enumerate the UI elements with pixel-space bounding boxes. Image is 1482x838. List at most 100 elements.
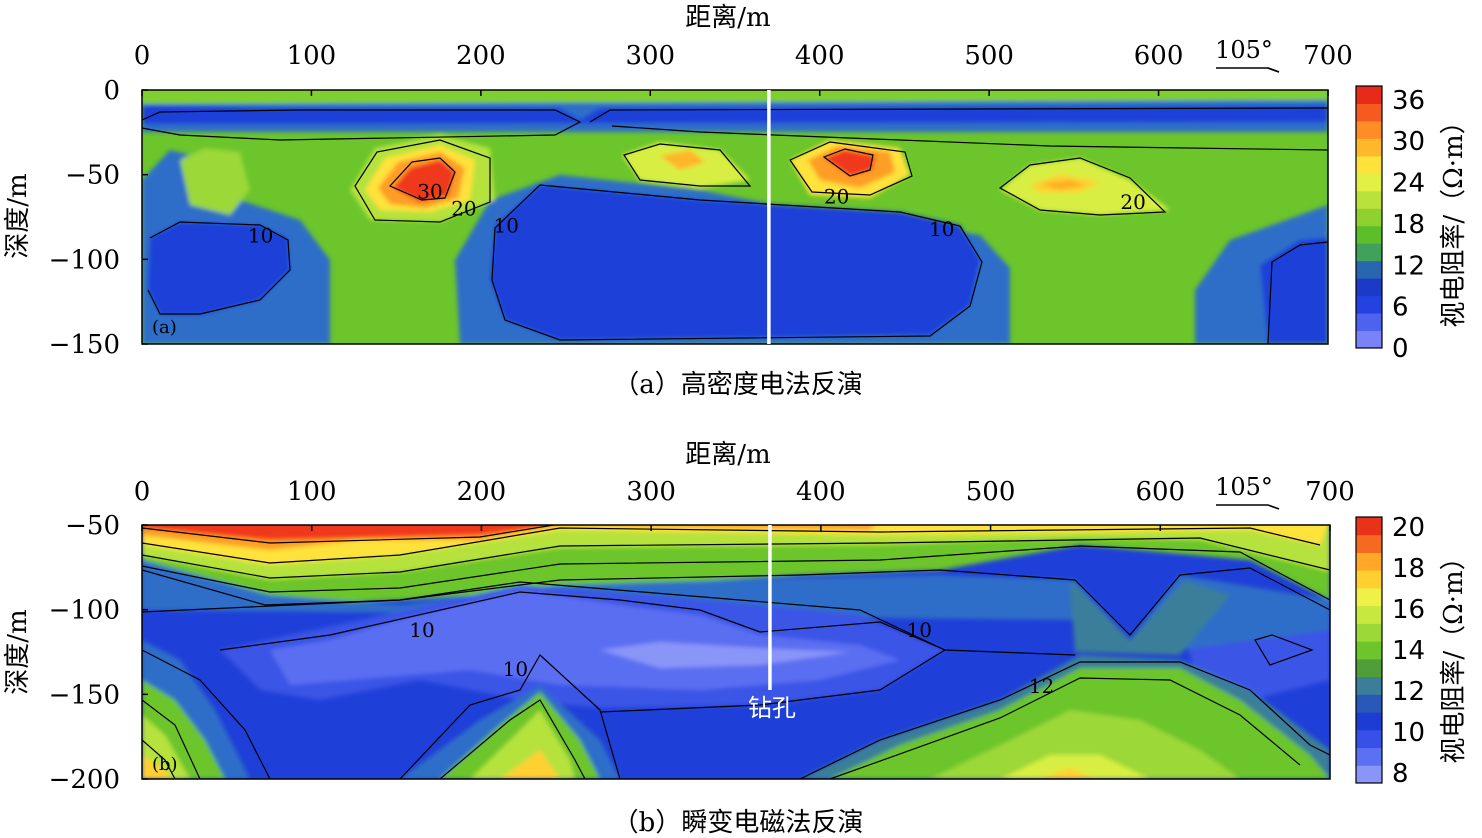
panel-a: 距离/m 深度/m 0 100 200 300 400 500 600 700 0−50−10… xyxy=(3,3,1469,400)
panel-b-tag: (b) xyxy=(152,754,178,775)
colorbar-swatch xyxy=(1356,623,1382,642)
colorbar-swatch xyxy=(1356,86,1382,104)
panel-b-y-tick-labels: −50 −100 −150 −200 xyxy=(49,511,120,795)
panel-a-ylabel: 深度/m xyxy=(3,173,33,258)
colorbar-tick-label: 8 xyxy=(1392,759,1409,789)
contour-label: 20 xyxy=(824,185,849,209)
colorbar-tick-label: 18 xyxy=(1392,554,1425,584)
colorbar-tick-label: 10 xyxy=(1392,718,1425,748)
panel-b-caption: （b）瞬变电磁法反演 xyxy=(613,808,864,838)
colorbar-swatch xyxy=(1356,225,1382,244)
colorbar-swatch xyxy=(1356,120,1382,139)
colorbar-swatch xyxy=(1356,587,1382,607)
colorbar-tick-label: 14 xyxy=(1392,636,1425,666)
colorbar-swatch xyxy=(1356,278,1382,297)
y-tick-label: 0 xyxy=(103,76,120,106)
colorbar-swatch xyxy=(1356,173,1382,192)
panel-b-ylabel: 深度/m xyxy=(3,609,33,694)
panel-a-x-tick-labels: 0 100 200 300 400 500 600 700 xyxy=(134,41,1353,71)
panel-b-x-tick-labels: 0 100 200 300 400 500 600 700 xyxy=(134,477,1355,507)
colorbar-swatch xyxy=(1356,552,1382,571)
x-tick-label: 300 xyxy=(625,41,675,71)
panel-b-resistivity-field: 10 10 10 12 xyxy=(142,525,1330,779)
x-tick-label: 600 xyxy=(1134,41,1184,71)
x-tick-label: 500 xyxy=(964,41,1014,71)
x-tick-label: 700 xyxy=(1303,41,1353,71)
contour-label: 30 xyxy=(417,180,442,204)
panel-b-colorbar: 8 10 12 14 16 18 20 xyxy=(1355,513,1425,789)
panel-b-direction-label: 105° xyxy=(1215,473,1273,501)
colorbar-tick-label: 16 xyxy=(1392,595,1425,625)
colorbar-frame xyxy=(1355,516,1383,784)
colorbar-swatch xyxy=(1356,243,1382,262)
colorbar-tick-label: 0 xyxy=(1392,334,1409,364)
colorbar-swatch xyxy=(1356,729,1382,749)
colorbar-tick-label: 30 xyxy=(1392,127,1425,157)
x-tick-label: 300 xyxy=(626,477,676,507)
x-tick-label: 500 xyxy=(966,477,1016,507)
panel-a-caption: （a）高密度电法反演 xyxy=(613,370,863,400)
x-tick-label: 200 xyxy=(457,477,507,507)
contour-label: 20 xyxy=(1120,190,1145,214)
panel-b-xlabel: 距离/m xyxy=(685,440,770,470)
colorbar-tick-label: 36 xyxy=(1392,86,1425,116)
panel-b-colorbar-label: 视电阻率/（Ω·m） xyxy=(1439,544,1469,763)
colorbar-swatch xyxy=(1356,103,1382,122)
y-tick-label: −50 xyxy=(65,161,120,191)
contour-label: 10 xyxy=(248,224,273,248)
colorbar-swatch xyxy=(1356,765,1382,784)
y-tick-label: −50 xyxy=(65,511,120,541)
colorbar-swatch xyxy=(1356,747,1382,766)
panel-a-tag: (a) xyxy=(152,317,177,338)
colorbar-swatch xyxy=(1356,641,1382,660)
x-tick-label: 400 xyxy=(796,477,846,507)
panel-a-xlabel: 距离/m xyxy=(685,3,770,33)
colorbar-tick-label: 18 xyxy=(1392,210,1425,240)
y-tick-label: −100 xyxy=(49,245,120,275)
colorbar-tick-label: 12 xyxy=(1392,251,1425,281)
panel-a-contour-lines xyxy=(142,107,1328,344)
contour-label: 12 xyxy=(1029,674,1054,698)
x-tick-label: 100 xyxy=(287,477,337,507)
x-tick-label: 400 xyxy=(795,41,845,71)
panel-a-contour-labels: 30 20 10 10 20 10 20 xyxy=(248,180,1146,248)
panel-b-direction-indicator: 105° xyxy=(1215,473,1280,510)
contour-label: 10 xyxy=(907,618,932,642)
colorbar-swatch xyxy=(1356,330,1382,349)
colorbar-swatch xyxy=(1356,676,1382,695)
colorbar-swatch xyxy=(1356,712,1382,731)
panel-a-resistivity-field: 30 20 10 10 20 10 20 xyxy=(142,90,1328,344)
panel-a-tick-marks xyxy=(141,89,1329,345)
y-tick-label: −100 xyxy=(49,596,120,626)
y-tick-label: −150 xyxy=(49,330,120,360)
y-tick-label: −200 xyxy=(49,765,120,795)
panel-b-tick-marks xyxy=(141,524,1331,780)
panel-b-contour-labels: 10 10 10 12 xyxy=(409,618,1054,698)
panel-a-colorbar: 0 6 12 18 24 30 36 xyxy=(1355,85,1425,364)
y-tick-label: −150 xyxy=(49,680,120,710)
panel-b-frame xyxy=(141,524,1331,780)
colorbar-frame xyxy=(1355,85,1383,349)
colorbar-swatch xyxy=(1356,295,1382,314)
x-tick-label: 700 xyxy=(1305,477,1355,507)
colorbar-swatch xyxy=(1356,190,1382,209)
colorbar-tick-label: 20 xyxy=(1392,513,1425,543)
colorbar-tick-label: 12 xyxy=(1392,677,1425,707)
panel-a-frame xyxy=(141,89,1329,345)
colorbar-swatch xyxy=(1356,155,1382,174)
panel-a-y-tick-labels: 0 −50 −100 −150 xyxy=(49,76,120,360)
x-tick-label: 600 xyxy=(1135,477,1185,507)
colorbar-swatch xyxy=(1356,605,1382,624)
panel-b-contour-lines xyxy=(142,525,1330,779)
colorbar-swatch xyxy=(1356,570,1382,589)
colorbar-swatch xyxy=(1356,208,1382,227)
contour-label: 10 xyxy=(503,657,528,681)
colorbar-swatch xyxy=(1356,694,1382,713)
colorbar-tick-label: 24 xyxy=(1392,169,1425,199)
colorbar-swatch xyxy=(1356,313,1382,332)
panel-a-direction-label: 105° xyxy=(1215,36,1273,64)
colorbar-swatch xyxy=(1356,517,1382,536)
contour-label: 20 xyxy=(451,197,476,221)
x-tick-label: 200 xyxy=(456,41,506,71)
